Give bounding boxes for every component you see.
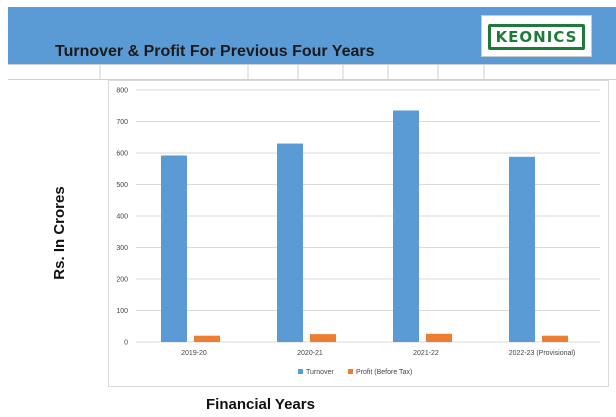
profit-bar — [310, 334, 336, 342]
y-tick-label: 300 — [116, 245, 128, 252]
y-tick-label: 100 — [116, 308, 128, 315]
profit-bar — [426, 333, 452, 342]
logo-text: KEONICS — [495, 28, 578, 46]
y-tick-label: 200 — [116, 277, 128, 284]
profit-bar — [194, 335, 220, 342]
y-tick-label: 400 — [116, 214, 128, 221]
x-tick-label: 2021-22 — [413, 350, 439, 357]
y-tick-label: 500 — [116, 182, 128, 189]
y-tick-label: 700 — [116, 119, 128, 126]
turnover-bar — [161, 155, 187, 342]
y-tick-label: 0 — [124, 340, 128, 347]
legend-label: Turnover — [306, 369, 334, 376]
chart-area-border — [108, 80, 609, 387]
legend-swatch — [348, 369, 353, 374]
logo-frame: KEONICS — [488, 24, 585, 50]
x-tick-label: 2022-23 (Provisional) — [509, 350, 576, 357]
header-grid-lines — [8, 64, 616, 80]
keonics-logo: KEONICS — [481, 15, 592, 57]
x-tick-label: 2019-20 — [181, 350, 207, 357]
turnover-bar — [509, 156, 535, 342]
x-axis-title: Financial Years — [206, 396, 315, 413]
y-tick-label: 800 — [116, 88, 128, 95]
y-tick-label: 600 — [116, 151, 128, 158]
page-title: Turnover & Profit For Previous Four Year… — [55, 43, 375, 60]
profit-bar — [542, 335, 568, 342]
turnover-bar — [277, 143, 303, 342]
turnover-bar — [393, 110, 419, 342]
x-tick-label: 2020-21 — [297, 350, 323, 357]
legend-swatch — [298, 369, 303, 374]
legend-label: Profit (Before Tax) — [356, 369, 412, 376]
